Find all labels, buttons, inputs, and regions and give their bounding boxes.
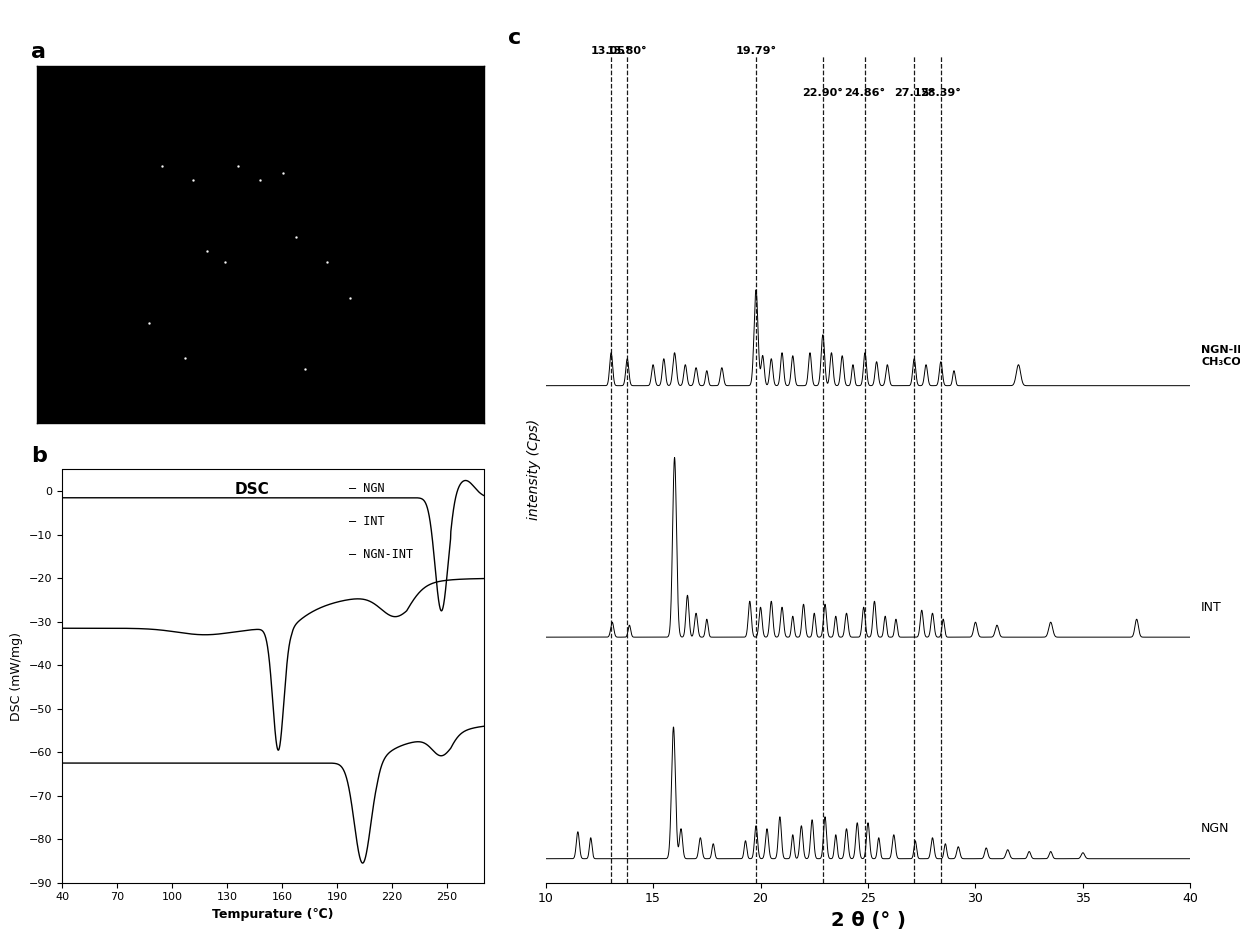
Y-axis label: intensity (Cps): intensity (Cps) <box>527 419 542 520</box>
Text: NGN: NGN <box>1202 823 1230 836</box>
Text: 28.39°: 28.39° <box>920 88 961 99</box>
Text: INT: INT <box>1202 601 1221 614</box>
Text: c: c <box>508 28 522 48</box>
Text: a: a <box>31 42 46 62</box>
Y-axis label: DSC (mW/mg): DSC (mW/mg) <box>10 632 24 720</box>
X-axis label: 2 θ (° ): 2 θ (° ) <box>831 911 905 930</box>
Text: 24.86°: 24.86° <box>844 88 885 99</box>
Text: — NGN: — NGN <box>348 482 384 495</box>
Text: b: b <box>31 446 47 466</box>
Text: 13.80°: 13.80° <box>606 46 647 56</box>
Text: 22.90°: 22.90° <box>802 88 843 99</box>
Text: 27.15°: 27.15° <box>894 88 935 99</box>
Text: — INT: — INT <box>348 515 384 528</box>
Text: NGN-INT
CH₃COOCH₂CH₃: NGN-INT CH₃COOCH₂CH₃ <box>1202 345 1240 366</box>
Text: 19.79°: 19.79° <box>735 46 776 56</box>
Text: DSC: DSC <box>234 482 269 497</box>
X-axis label: Tempurature (℃): Tempurature (℃) <box>212 908 334 921</box>
Text: — NGN-INT: — NGN-INT <box>348 548 413 561</box>
Text: 13.05°: 13.05° <box>591 46 631 56</box>
